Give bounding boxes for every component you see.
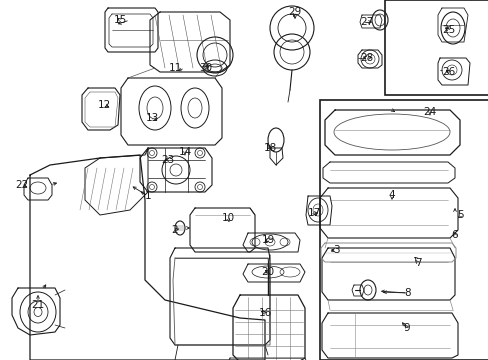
Text: 19: 19 — [261, 235, 274, 245]
Text: 2: 2 — [171, 225, 178, 235]
Text: 8: 8 — [404, 288, 410, 298]
Text: 7: 7 — [414, 258, 421, 268]
Text: 30: 30 — [199, 63, 212, 73]
Text: 1: 1 — [144, 191, 151, 201]
Text: 12: 12 — [97, 100, 110, 110]
Text: 27: 27 — [360, 17, 373, 27]
Text: 14: 14 — [178, 147, 191, 157]
Text: 15: 15 — [113, 15, 126, 25]
Text: 28: 28 — [360, 53, 373, 63]
Text: 16: 16 — [258, 308, 271, 318]
Text: 21: 21 — [31, 300, 44, 310]
Text: 18: 18 — [263, 143, 276, 153]
Text: 17: 17 — [307, 208, 320, 218]
Text: 22: 22 — [15, 180, 29, 190]
Text: 13: 13 — [145, 113, 158, 123]
Text: 5: 5 — [457, 210, 464, 220]
Text: 25: 25 — [442, 25, 455, 35]
Text: 26: 26 — [442, 67, 455, 77]
Text: 10: 10 — [221, 213, 234, 223]
Text: 4: 4 — [388, 190, 394, 200]
Text: 29: 29 — [288, 7, 301, 17]
Bar — [384, 0, 488, 95]
Text: 9: 9 — [403, 323, 409, 333]
Bar — [319, 100, 488, 360]
Text: 6: 6 — [451, 230, 457, 240]
Text: 23: 23 — [161, 155, 174, 165]
Text: 20: 20 — [261, 267, 274, 277]
Text: 3: 3 — [332, 245, 339, 255]
Text: 11: 11 — [168, 63, 181, 73]
Text: 24: 24 — [423, 107, 436, 117]
